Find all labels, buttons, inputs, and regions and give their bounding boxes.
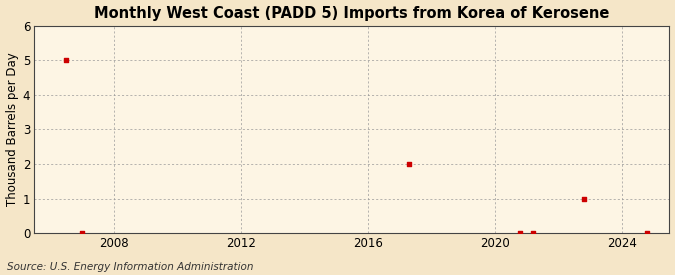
Point <box>404 162 414 166</box>
Point <box>642 231 653 235</box>
Point <box>61 58 72 63</box>
Y-axis label: Thousand Barrels per Day: Thousand Barrels per Day <box>5 53 18 206</box>
Point <box>77 231 88 235</box>
Point <box>578 196 589 201</box>
Point <box>515 231 526 235</box>
Title: Monthly West Coast (PADD 5) Imports from Korea of Kerosene: Monthly West Coast (PADD 5) Imports from… <box>95 6 610 21</box>
Point <box>527 231 538 235</box>
Text: Source: U.S. Energy Information Administration: Source: U.S. Energy Information Administ… <box>7 262 253 272</box>
